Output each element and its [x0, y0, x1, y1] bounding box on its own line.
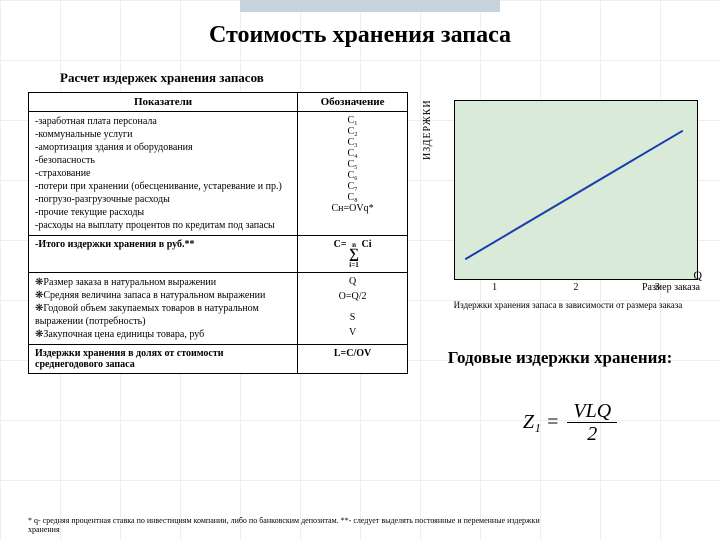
formula-numerator: VLQ: [567, 400, 617, 423]
chart-ylabel: ИЗДЕРЖКИ: [422, 99, 433, 160]
indicator-item: ❋Размер заказа в натуральном выражении: [35, 276, 291, 289]
indicator-item: -заработная плата персонала: [35, 115, 291, 128]
code: C₂: [304, 126, 401, 137]
indicator-item: -коммунальные услуги: [35, 128, 291, 141]
indicator-item: -потери при хранении (обесценивание, уст…: [35, 180, 291, 193]
subtitle: Расчет издержек хранения запасов: [60, 70, 264, 86]
final-code: L=C/OV: [298, 344, 408, 373]
code: C₅: [304, 159, 401, 170]
col-header-designation: Обозначение: [298, 93, 408, 112]
final-label: Издержки хранения в долях от стоимости с…: [29, 344, 298, 373]
code: C₇: [304, 181, 401, 192]
indicator-item: ❋Средняя величина запаса в натуральном в…: [35, 289, 291, 302]
chart-series-line: [465, 131, 683, 260]
code: S: [304, 312, 401, 323]
code: V: [304, 327, 401, 338]
formula-lhs: Z₁ =: [523, 411, 560, 434]
footnote: * q- средняя процентная ставка по инвест…: [28, 516, 568, 534]
code: C₆: [304, 170, 401, 181]
indicator-item: -прочие текущие расходы: [35, 206, 291, 219]
total-label: -Итого издержки хранения в руб.**: [29, 236, 298, 273]
col-header-indicators: Показатели: [29, 93, 298, 112]
table-row-final: Издержки хранения в долях от стоимости с…: [29, 344, 408, 373]
table-row: -заработная плата персонала -коммунальны…: [29, 112, 408, 236]
formula-z1: Z₁ = VLQ 2: [450, 400, 690, 445]
chart-q-label: Q: [693, 268, 702, 283]
chart-xlabel: Размер заказа: [642, 282, 700, 293]
sum-term: Ci: [362, 239, 372, 250]
sigma-icon: n ∑ i=1: [349, 242, 359, 269]
xtick: 2: [535, 282, 616, 293]
code: Cн=OVq*: [304, 203, 401, 214]
code: O=Q/2: [304, 291, 401, 302]
indicator-item: ❋Годовой объем закупаемых товаров в нату…: [35, 302, 291, 328]
formula-denominator: 2: [581, 423, 603, 445]
code: C₃: [304, 137, 401, 148]
indicators-table: Показатели Обозначение -заработная плата…: [28, 92, 408, 374]
indicator-item: -безопасность: [35, 154, 291, 167]
sum-prefix: C=: [334, 239, 347, 250]
top-decor-bar: [240, 0, 500, 12]
table-row: ❋Размер заказа в натуральном выражении ❋…: [29, 272, 408, 344]
code: C₄: [304, 148, 401, 159]
xtick: 1: [454, 282, 535, 293]
cost-chart: ИЗДЕРЖКИ Q 1 2 3 Размер заказа Издержки …: [428, 100, 698, 320]
formula-fraction: VLQ 2: [567, 400, 617, 445]
chart-plot-area: [454, 100, 698, 280]
code: C₁: [304, 115, 401, 126]
code: Q: [304, 276, 401, 287]
indicator-item: -страхование: [35, 167, 291, 180]
page-title: Стоимость хранения запаса: [0, 22, 720, 49]
indicator-item: ❋Закупочная цена единицы товара, руб: [35, 328, 291, 341]
code: C₈: [304, 192, 401, 203]
annual-cost-heading: Годовые издержки хранения:: [430, 348, 690, 368]
indicator-item: -амортизация здания и оборудования: [35, 141, 291, 154]
indicator-item: -погрузо-разгрузочные расходы: [35, 193, 291, 206]
table-row-total: -Итого издержки хранения в руб.** C= n ∑…: [29, 236, 408, 273]
chart-line-svg: [455, 101, 697, 279]
chart-caption: Издержки хранения запаса в зависимости о…: [438, 300, 698, 310]
indicator-item: -расходы на выплату процентов по кредита…: [35, 219, 291, 232]
